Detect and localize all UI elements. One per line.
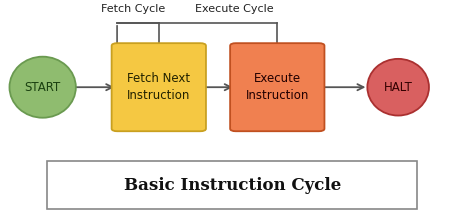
Text: Execute
Instruction: Execute Instruction — [246, 72, 309, 102]
Text: Fetch Cycle: Fetch Cycle — [100, 4, 165, 14]
Ellipse shape — [9, 57, 76, 118]
Ellipse shape — [367, 59, 429, 116]
Text: Basic Instruction Cycle: Basic Instruction Cycle — [124, 177, 341, 194]
FancyBboxPatch shape — [112, 43, 206, 131]
Text: START: START — [25, 81, 61, 94]
Text: HALT: HALT — [384, 81, 412, 94]
Text: Fetch Next
Instruction: Fetch Next Instruction — [127, 72, 191, 102]
FancyBboxPatch shape — [47, 161, 417, 209]
FancyBboxPatch shape — [230, 43, 324, 131]
Text: Execute Cycle: Execute Cycle — [195, 4, 274, 14]
